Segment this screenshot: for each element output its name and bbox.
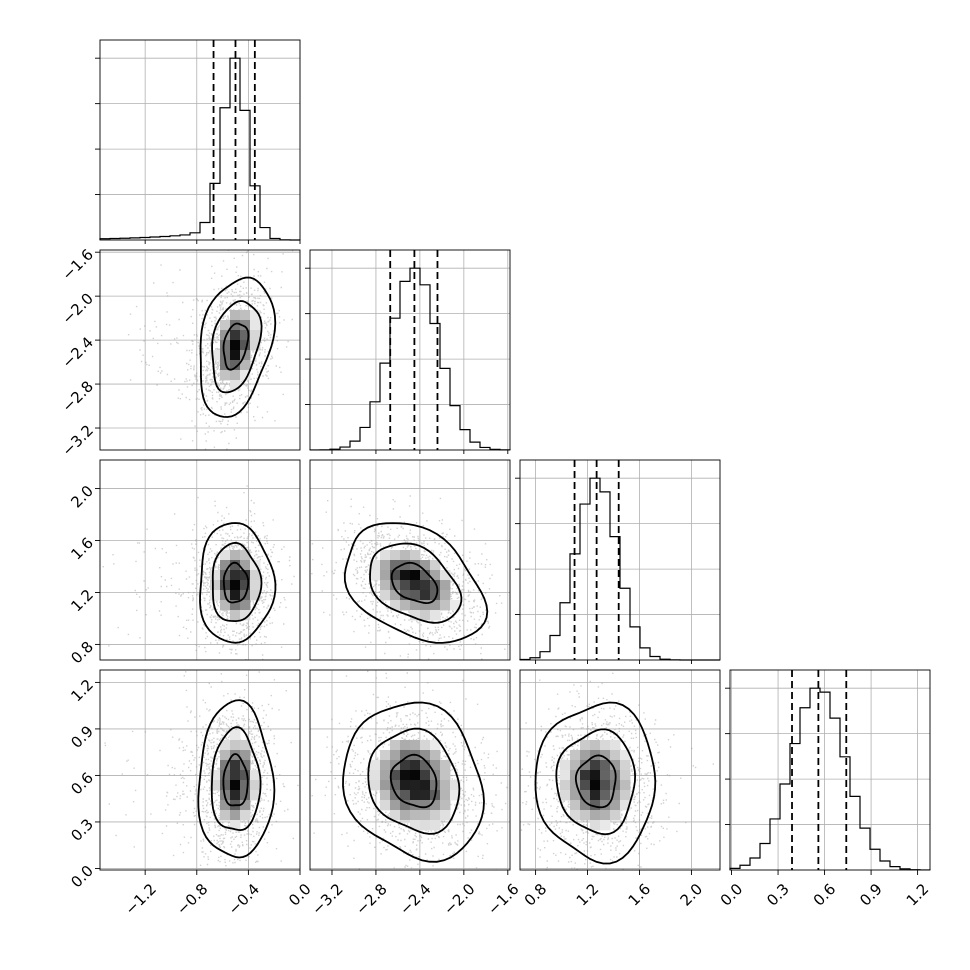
panel-1-0-contour-2 [199,276,277,418]
panel-2-1-density [370,550,461,621]
panel-2-0 [95,459,301,661]
hist-1-frame [309,249,511,451]
ytick-label-1-3: −2.0 [59,289,97,327]
xtick-label-2-2: 1.6 [625,880,655,910]
panel-3-0-contour-2 [197,699,276,859]
panel-3-2-content [520,670,720,870]
panel-1-0-content [100,250,300,450]
panel-2-0-contour-0 [222,561,250,604]
xtick-label-1-4: −1.6 [484,880,522,918]
hist-panel-0 [95,39,301,241]
ytick-label-3-3: 0.9 [67,722,97,752]
xtick-label-2-0: 0.8 [521,880,551,910]
xtick-label-0-0: −1.2 [121,880,159,918]
hist-panel-2 [515,459,721,661]
xtick-label-3-0: 0.0 [717,880,747,910]
ytick-label-3-4: 1.2 [67,676,97,706]
panel-3-0-scatter [104,671,299,870]
panel-2-1-frame [309,459,511,661]
panel-2-0-scatter [102,485,295,660]
panel-3-2 [519,669,721,871]
xtick-label-1-1: −2.8 [352,880,390,918]
hist-panel-1 [305,249,511,451]
ytick-label-2-1: 1.2 [67,586,97,616]
xtick-label-3-3: 0.9 [856,880,886,910]
panel-3-0-contour-1 [210,726,262,832]
hist-0-steps [99,57,301,241]
panel-3-1-contour-0 [389,753,438,809]
hist-0-frame [99,39,301,241]
panel-2-1-contour-2 [343,522,489,644]
panel-2-0-contour-1 [211,541,263,623]
ytick-label-3-0: 0.0 [67,862,97,892]
panel-3-0-contour-0 [222,753,249,807]
ytick-label-3-1: 0.3 [67,815,97,845]
panel-3-2-frame [519,669,721,871]
xtick-label-1-3: −2.0 [440,880,478,918]
panel-3-0 [95,669,301,871]
hist-3-steps [729,687,931,871]
panel-1-0-frame [99,249,301,451]
panel-2-0-contour-2 [199,522,277,644]
panel-1-0-scatter [127,250,294,450]
ytick-label-2-2: 1.6 [67,534,97,564]
xtick-label-3-4: 1.2 [903,880,933,910]
panel-3-1 [309,669,511,871]
panel-2-1-contour-0 [390,561,439,605]
ytick-label-2-0: 0.8 [67,638,97,668]
ytick-label-1-1: −2.8 [59,377,97,415]
panel-3-1-contour-1 [367,727,461,835]
xtick-label-0-2: −0.4 [225,880,263,918]
hist-2-frame [519,459,721,661]
panel-3-0-content [100,670,300,870]
panel-1-0 [95,249,301,451]
panel-3-0-frame [99,669,301,871]
hist-1-steps [309,267,511,451]
xtick-label-1-0: −3.2 [308,880,346,918]
xtick-label-3-2: 0.6 [810,880,840,910]
panel-3-2-scatter [520,670,714,870]
xtick-label-2-3: 2.0 [677,880,707,910]
xtick-label-2-1: 1.2 [573,880,603,910]
panel-1-0-contour-0 [222,322,250,371]
panel-1-0-contour-1 [211,300,263,394]
panel-2-1-content [310,460,510,660]
panel-3-1-frame [309,669,511,871]
panel-3-2-density [560,740,631,831]
ytick-label-2-3: 2.0 [67,482,97,512]
xtick-label-1-2: −2.4 [396,880,434,918]
hist-3-frame [729,669,931,871]
panel-3-2-contour-2 [534,701,657,865]
panel-3-2-contour-1 [555,728,637,836]
ytick-label-1-4: −1.6 [59,245,97,283]
panel-2-0-content [100,460,300,660]
panel-3-1-contour-2 [342,701,485,863]
xtick-label-3-1: 0.3 [763,880,793,910]
xtick-label-0-1: −0.8 [173,880,211,918]
panel-2-1 [309,459,511,661]
ytick-label-1-0: −3.2 [59,421,97,459]
panel-3-1-content [310,670,510,870]
ytick-label-3-2: 0.6 [67,769,97,799]
panel-2-0-frame [99,459,301,661]
hist-panel-3 [725,669,931,871]
ytick-label-1-2: −2.4 [59,333,97,371]
panel-2-1-contour-1 [369,542,463,624]
panel-3-2-contour-0 [574,754,617,809]
panel-1-0-density [210,310,261,391]
